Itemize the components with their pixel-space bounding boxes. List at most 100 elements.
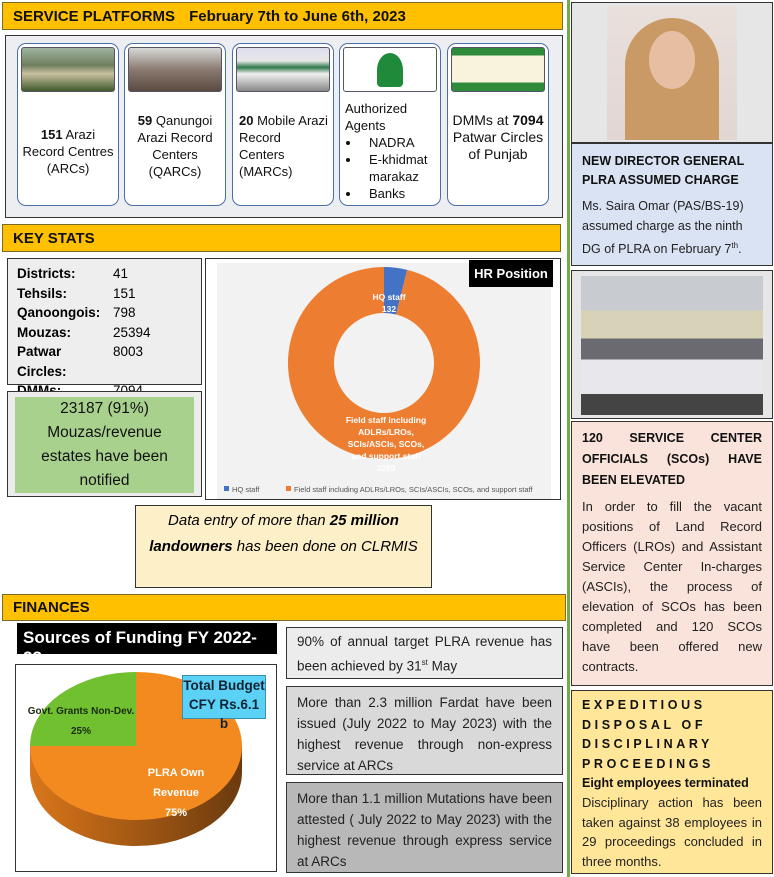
dg-body: Ms. Saira Omar (PAS/BS-19) assumed charg…	[582, 196, 762, 259]
agent-item: E-khidmat marakaz	[361, 151, 437, 185]
slice-label: Revenue	[153, 787, 199, 799]
count: 151	[40, 127, 63, 142]
stat-value: 151	[113, 285, 136, 301]
hr-chart-box: HQ staff 132 Field staff including ADLRs/LR…	[205, 258, 561, 500]
stat-label: Qanoongois:	[17, 305, 101, 320]
agents-heading: Authorized Agents	[345, 101, 408, 133]
label: DMMs at	[452, 112, 513, 128]
qarc-office-photo	[128, 47, 222, 92]
sco-title: 120 SERVICE CENTER OFFICIALS (SCOs) HAVE…	[582, 431, 762, 487]
section-title: FINANCES	[13, 599, 90, 616]
callout-line: Total Budget	[183, 678, 265, 693]
nadra-logo	[343, 47, 437, 92]
dg-news-box: NEW DIRECTOR GENERAL PLRA ASSUMED CHARGE…	[571, 143, 773, 266]
donut-slice	[288, 267, 480, 459]
platform-card-qarc: 59 Qanungoi Arazi Record Centers (QARCs)	[124, 43, 226, 206]
count: 59	[137, 113, 153, 128]
key-stats-header: KEY STATS	[2, 224, 561, 252]
notified-box: 23187 (91%) Mouzas/revenue estates have …	[7, 391, 202, 497]
platform-card-marc: 20 Mobile Arazi Record Centers (MARCs)	[232, 43, 334, 206]
arc-building-photo	[21, 47, 115, 92]
slice-label: ADLRs/LROs,	[358, 427, 414, 437]
funding-chart-title: Sources of Funding FY 2022-23	[17, 623, 277, 667]
slice-label: HQ staff	[372, 292, 405, 302]
stat-value: 8003	[113, 344, 144, 359]
stat-label: Tehsils:	[17, 285, 68, 301]
mutations-box: More than 1.1 million Mutations have bee…	[286, 782, 563, 873]
hr-donut-chart: HQ staff 132 Field staff including ADLRs/LR…	[217, 263, 551, 499]
highlight: landowners	[149, 538, 233, 555]
donut-slice	[384, 267, 408, 315]
marc-van-photo	[236, 47, 330, 92]
dg-portrait-photo	[607, 6, 737, 140]
slice-label: and support staff	[351, 451, 421, 461]
slice-label: PLRA Own	[148, 767, 205, 779]
stat-value: 798	[113, 305, 136, 320]
slice-label: Govt. Grants Non-Dev.	[28, 706, 135, 717]
key-stats-box: Districts: 41 Tehsils: 151 Qanoongois: 798 Mou…	[7, 258, 202, 398]
sco-body: In order to fill the vacant positions of…	[582, 499, 762, 674]
stat-row: Patwar Circles: 8003	[17, 342, 192, 381]
funding-pie-chart: Govt. Grants Non-Dev. 25% PLRA Own Revenue 7…	[28, 672, 242, 846]
count: 20	[239, 113, 254, 128]
notified-line: notified	[79, 472, 130, 489]
legend-swatch	[286, 486, 291, 491]
superscript: th	[731, 241, 739, 250]
exam-photo-box	[571, 270, 773, 419]
legend-label: Field staff including ADLRs/LROs, SCIs/A…	[294, 485, 533, 494]
total-budget-callout: Total Budget CFY Rs.6.1 b	[182, 675, 266, 731]
label: Qanungoi Arazi Record Centers (QARCs)	[137, 113, 213, 179]
slice-label: 75%	[165, 807, 187, 819]
stat-value: 25394	[113, 324, 151, 340]
text: May	[427, 658, 458, 674]
agent-item: Banks	[361, 185, 437, 202]
service-platforms-header: SERVICE PLATFORMS February 7th to June 6…	[2, 2, 563, 30]
finances-header: FINANCES	[2, 594, 566, 621]
disciplinary-body: Disciplinary action has been taken again…	[582, 795, 762, 869]
stat-label: Patwar Circles:	[17, 344, 67, 379]
notified-highlight: 23187 (91%) Mouzas/revenue estates have …	[15, 397, 194, 493]
column-divider	[567, 0, 570, 877]
label: Mobile Arazi Record Centers (MARCs)	[239, 113, 328, 179]
slice-label: 3269	[377, 463, 396, 473]
text: has been done on CLRMIS	[232, 538, 418, 555]
section-title: KEY STATS	[13, 230, 95, 247]
superscript: st	[421, 658, 428, 667]
stat-value: 41	[113, 266, 129, 281]
disciplinary-subtitle: Eight employees terminated	[582, 776, 749, 790]
slice-label: 25%	[71, 726, 91, 737]
section-title: SERVICE PLATFORMS	[13, 8, 175, 25]
count: 7094	[512, 112, 544, 128]
disciplinary-box: EXPEDITIOUS DISPOSAL OF DISCIPLINARY PRO…	[571, 690, 773, 874]
text: Data entry of more than	[168, 512, 330, 529]
funding-chart-box: Govt. Grants Non-Dev. 25% PLRA Own Revenue 7…	[15, 664, 277, 872]
text: 90% of annual target PLRA revenue has be…	[297, 634, 552, 674]
legend-label: HQ staff	[232, 485, 260, 494]
text: Ms. Saira Omar (PAS/BS-19) assumed charg…	[582, 199, 744, 257]
data-entry-box: Data entry of more than 25 million landow…	[135, 505, 432, 588]
service-platforms-panel: 151 Arazi Record Centres (ARCs) 59 Qanun…	[5, 35, 563, 218]
pie-slice	[30, 672, 136, 746]
sco-box: 120 SERVICE CENTER OFFICIALS (SCOs) HAVE…	[571, 421, 773, 686]
agent-item: NADRA	[361, 134, 437, 151]
exam-hall-photo	[581, 276, 763, 415]
label: Patwar Circles of Punjab	[452, 129, 544, 162]
revenue-target-box: 90% of annual target PLRA revenue has be…	[286, 627, 563, 679]
callout-line: CFY Rs.6.1 b	[188, 697, 260, 731]
stat-label: Mouzas:	[17, 324, 71, 340]
notified-line: 23187 (91%)	[60, 400, 149, 417]
notified-line: estates have been	[41, 448, 168, 465]
dehi-markaz-mal-banner	[451, 47, 545, 92]
legend-swatch	[224, 486, 229, 491]
highlight: 25 million	[329, 512, 399, 529]
platform-card-dmm: DMMs at 7094 Patwar Circles of Punjab	[447, 43, 549, 206]
notified-line: Mouzas/revenue	[47, 424, 162, 441]
dg-title: NEW DIRECTOR GENERAL PLRA ASSUMED CHARGE	[582, 154, 745, 187]
stat-row: Districts: 41	[17, 264, 192, 284]
stat-row: Mouzas: 25394	[17, 323, 192, 343]
text: .	[738, 242, 742, 257]
stat-label: Districts:	[17, 266, 76, 281]
date-range: February 7th to June 6th, 2023	[189, 8, 406, 25]
hr-chart-title: HR Position	[469, 260, 553, 287]
label: Arazi Record Centres (ARCs)	[22, 127, 114, 176]
